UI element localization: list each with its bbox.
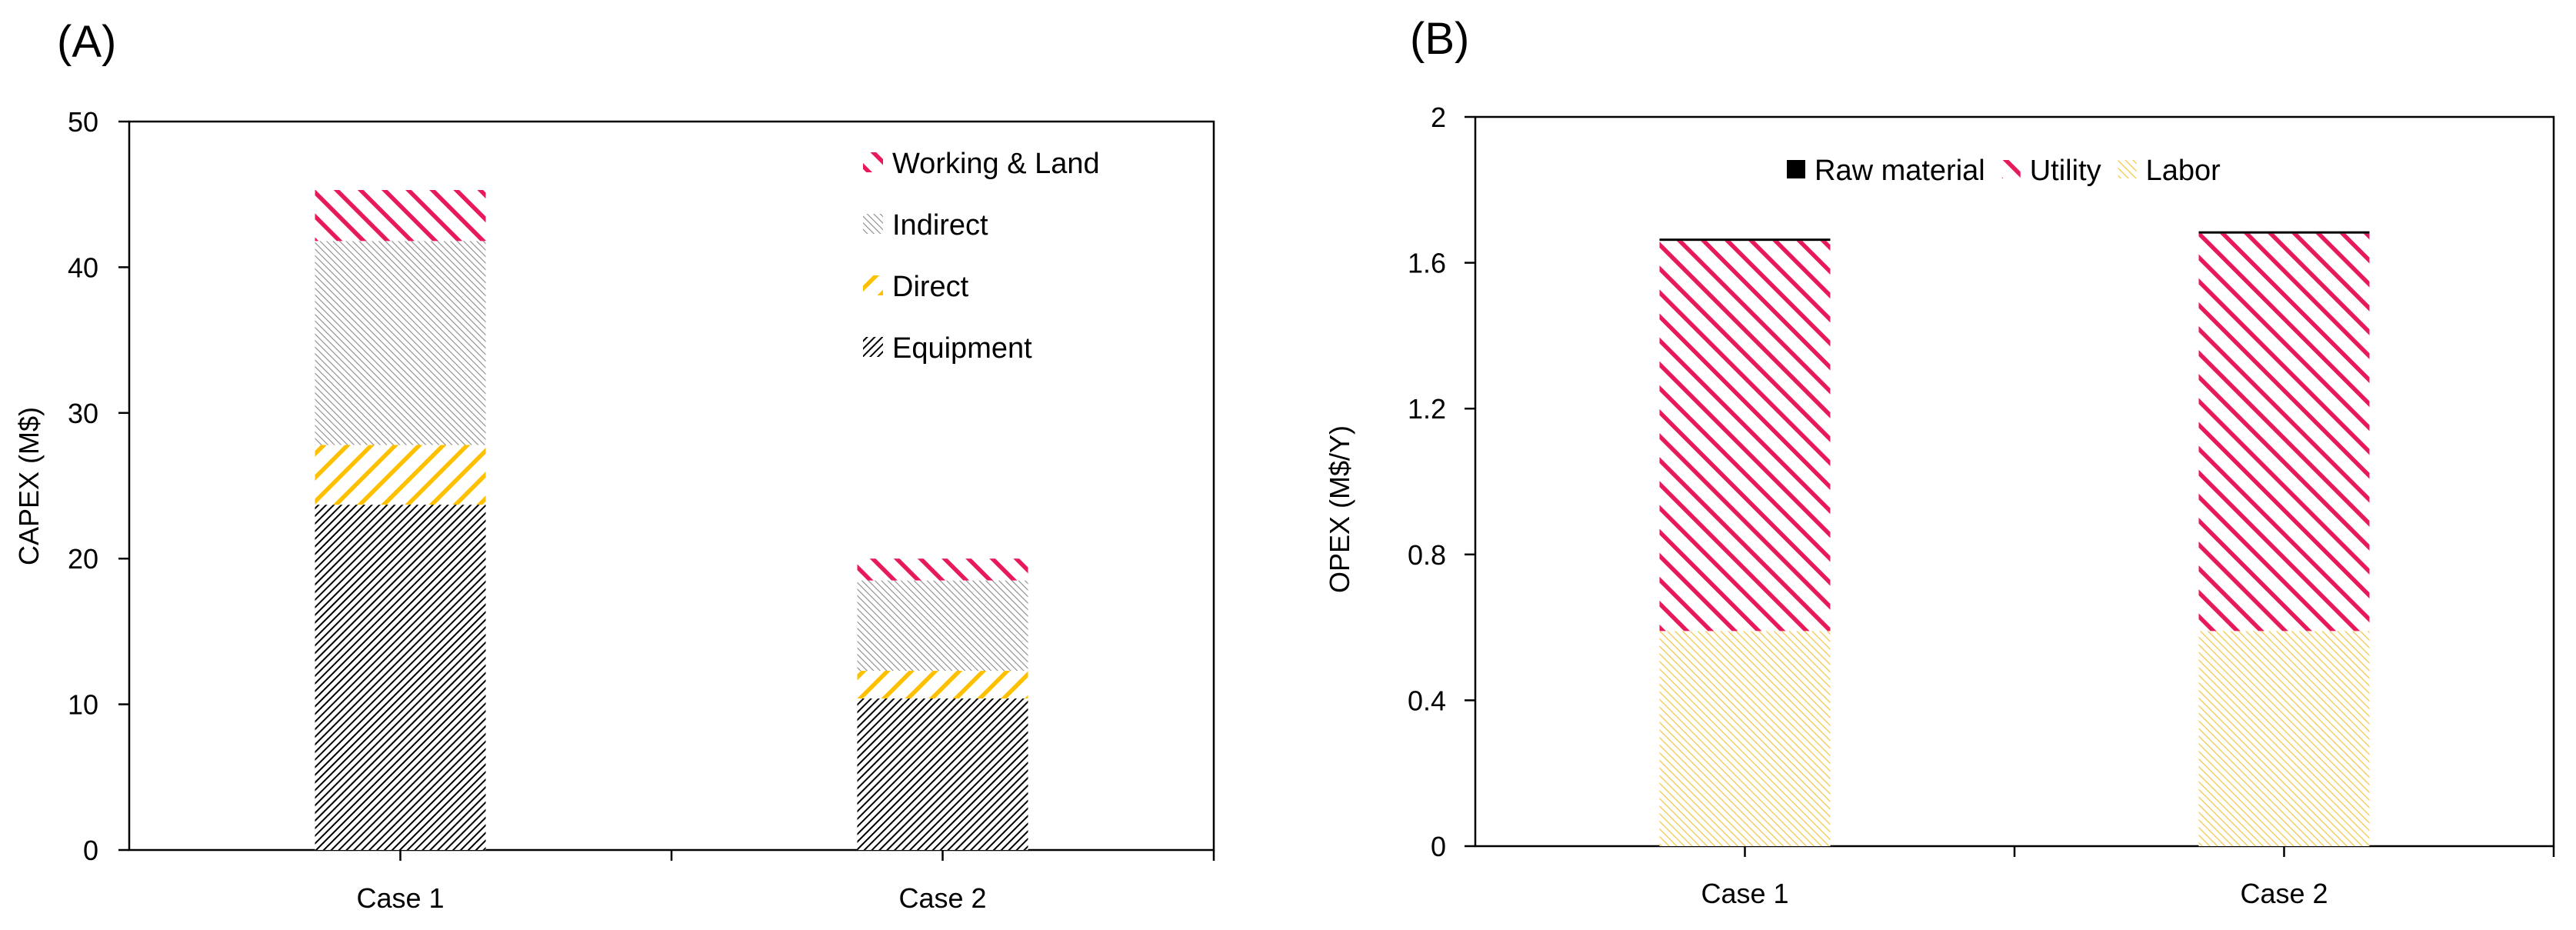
capex-y-tick-label: 20 [68, 543, 98, 575]
opex-bar-labor-case-2 [2198, 631, 2370, 846]
capex-x-tick-label: Case 2 [898, 882, 986, 914]
panel-label-a: (A) [57, 17, 116, 67]
opex-legend-swatch-utility [2001, 160, 2021, 178]
opex-y-tick-label: 0.8 [1408, 539, 1446, 571]
opex-bar-utility-case-1 [1659, 241, 1831, 632]
capex-legend-swatch-direct [863, 275, 883, 295]
opex-x-tick-label: Case 2 [2240, 878, 2328, 909]
opex-y-tick-label: 1.6 [1408, 248, 1446, 279]
opex-legend-label-labor: Labor [2146, 155, 2221, 187]
capex-legend-swatch-indirect [863, 214, 883, 234]
capex-bar-indirect-case-1 [315, 241, 486, 445]
capex-y-tick-label: 50 [68, 106, 98, 138]
capex-y-axis-title: CAPEX (M$) [13, 407, 45, 565]
capex-legend: Working & Land Indirect Direct Equipment [863, 148, 1100, 365]
capex-bar-indirect-case-2 [857, 580, 1028, 672]
opex-y-tick-label: 0.4 [1408, 685, 1446, 716]
opex-bar-raw-material-case-2 [2198, 231, 2370, 234]
opex-chart: (B) OPEX (M$/Y) 0 0.4 0.8 1.2 1.6 2 Case 1 Case… [1324, 14, 2555, 909]
opex-plot-frame [1474, 115, 2555, 848]
capex-bar-equipment-case-2 [857, 698, 1028, 850]
opex-legend-swatch-labor [2118, 160, 2137, 178]
capex-bar-direct-case-1 [315, 445, 486, 505]
opex-legend-label-raw-material: Raw material [1815, 155, 1985, 187]
capex-legend-label-indirect: Indirect [892, 209, 988, 242]
opex-bar-labor-case-1 [1659, 631, 1831, 846]
capex-plot-frame [128, 120, 1215, 852]
opex-bar-raw-material-case-1 [1659, 238, 1831, 242]
capex-legend-label-equipment: Equipment [892, 332, 1032, 365]
capex-bar-direct-case-2 [857, 671, 1028, 699]
capex-y-tick-label: 10 [68, 689, 98, 721]
opex-y-tick-label: 2 [1431, 102, 1446, 133]
opex-legend-label-utility: Utility [2030, 155, 2101, 187]
capex-y-tick-label: 30 [68, 398, 98, 429]
opex-x-tick-label: Case 1 [1701, 878, 1788, 909]
panel-label-b: (B) [1410, 14, 1469, 64]
opex-y-tick-label: 0 [1431, 831, 1446, 862]
capex-legend-swatch-equipment [863, 337, 883, 357]
capex-legend-label-working-and-land: Working & Land [892, 148, 1100, 180]
capex-bar-working-and-land-case-2 [857, 558, 1028, 581]
opex-legend-swatch-raw-material [1787, 160, 1805, 178]
capex-legend-label-direct: Direct [892, 271, 969, 303]
capex-bar-equipment-case-1 [315, 505, 486, 850]
capex-x-tick-label: Case 1 [356, 882, 444, 914]
opex-legend: Raw material Utility Labor [1787, 155, 2221, 187]
capex-y-tick-label: 0 [83, 835, 98, 866]
capex-y-tick-label: 40 [68, 252, 98, 283]
capex-chart: (A) CAPEX (M$) 0 10 20 30 40 50 Case 1 Case 2 Wo… [13, 17, 1215, 914]
opex-bar-utility-case-2 [2198, 233, 2370, 632]
capex-legend-swatch-working-and-land [863, 152, 883, 172]
opex-y-axis-title: OPEX (M$/Y) [1324, 425, 1355, 593]
opex-y-tick-label: 1.2 [1408, 393, 1446, 425]
capex-bar-working-and-land-case-1 [315, 190, 486, 242]
